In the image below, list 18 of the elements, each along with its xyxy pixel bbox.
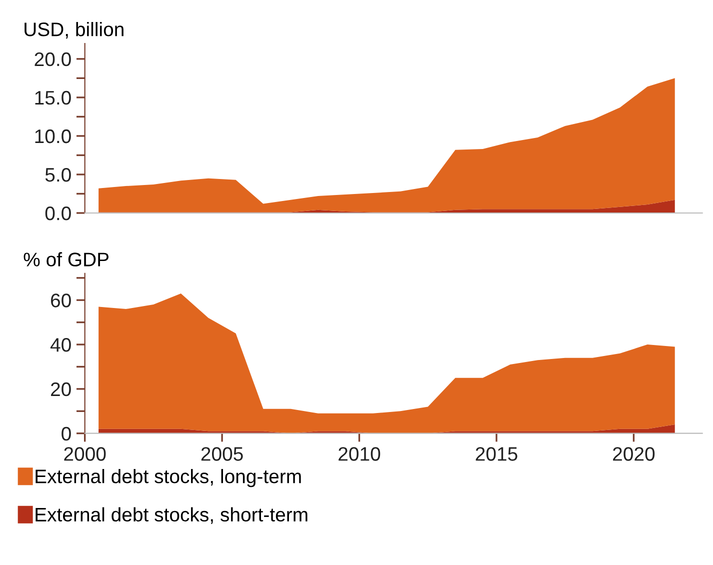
x-tick-label: 2015 [476,447,518,461]
x-tick-label: 2005 [201,447,243,461]
x-tick-label: 2000 [64,447,106,461]
y-tick-label: 5.0 [45,168,71,182]
y-tick-label: 0.0 [45,206,71,220]
y-tick-label: 60 [51,294,71,308]
y-tick-label: 15.0 [35,90,71,105]
legend-label: External debt stocks, short-term [36,507,308,524]
y-tick-label: 40 [50,338,71,352]
x-tick-label: 2020 [613,447,655,461]
y-tick-label: 0 [62,426,71,441]
x-tick-label: 2010 [338,447,380,461]
y-tick-label: 20.0 [34,52,71,66]
y-axis-title: % of GDP [24,252,109,266]
legend-label: External debt stocks, long-term [36,469,301,488]
y-tick-label: 20 [51,382,71,396]
y-axis-title: USD, billion [24,22,124,39]
y-tick-label: 10.0 [35,129,71,144]
